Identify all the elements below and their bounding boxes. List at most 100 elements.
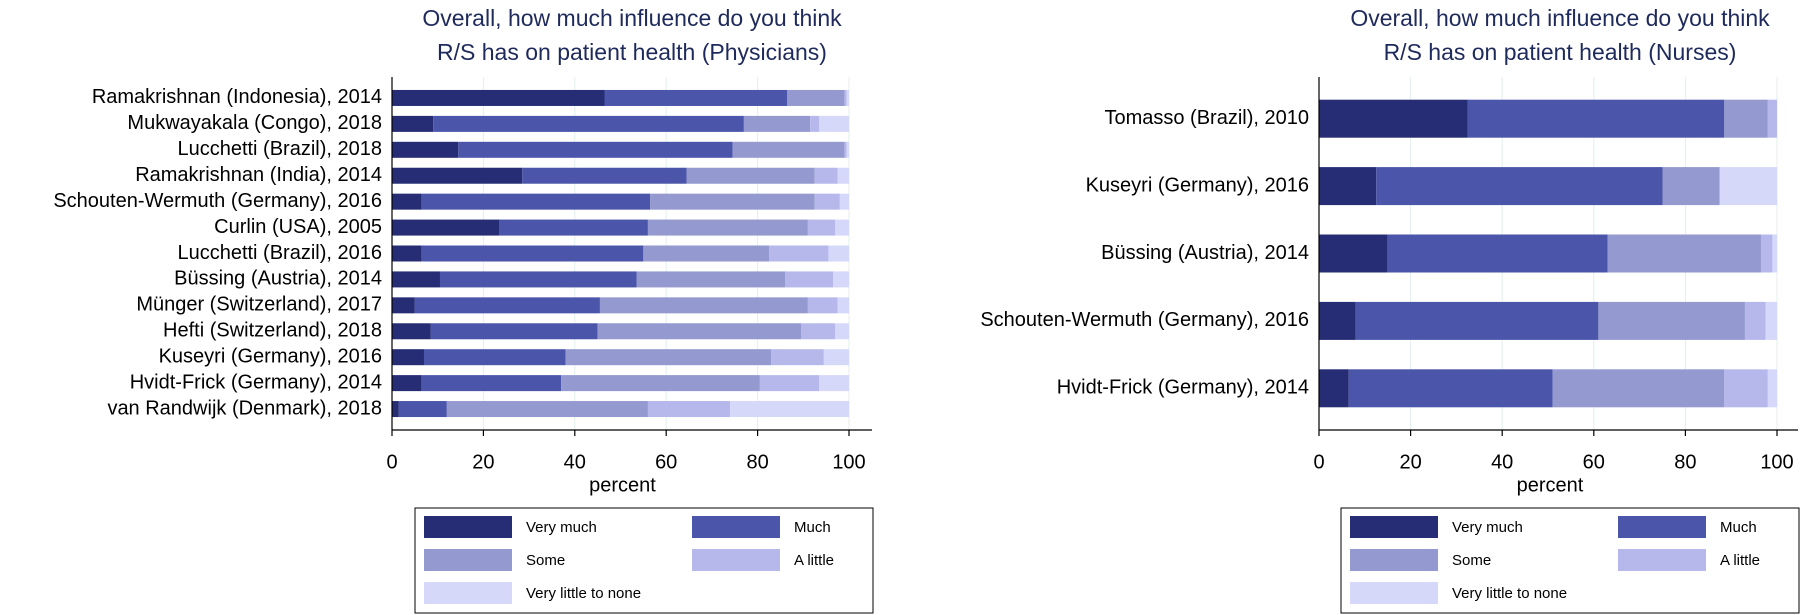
bar-segment xyxy=(392,167,523,184)
legend-label: A little xyxy=(794,552,834,569)
bar-segment xyxy=(1319,301,1356,340)
legend-swatch xyxy=(692,516,780,538)
bar-segment xyxy=(1319,99,1468,138)
bar-segment xyxy=(433,115,744,132)
legend-swatch xyxy=(1618,549,1706,571)
x-tick-label: 0 xyxy=(1313,451,1324,473)
bar-segment xyxy=(392,89,605,106)
bar-segment xyxy=(686,167,815,184)
bar-segment xyxy=(828,245,849,262)
bar-segment xyxy=(647,219,808,236)
bar-segment xyxy=(439,271,637,288)
legend-label: Much xyxy=(794,519,831,536)
category-label: Hvidt-Frick (Germany), 2014 xyxy=(1057,377,1309,399)
category-label: Schouten-Wermuth (Germany), 2016 xyxy=(53,190,382,212)
bar-segment xyxy=(446,401,648,418)
bar-segment xyxy=(819,375,849,392)
legend-swatch xyxy=(1350,582,1438,604)
category-label: Lucchetti (Brazil), 2018 xyxy=(177,138,382,160)
bar-segment xyxy=(787,89,845,106)
bar-segment xyxy=(1376,167,1663,206)
bar-segment xyxy=(819,115,849,132)
category-label: Ramakrishnan (India), 2014 xyxy=(135,164,382,186)
category-label: Münger (Switzerland), 2017 xyxy=(136,294,382,316)
bar-segment xyxy=(1552,369,1725,408)
bar-segment xyxy=(392,245,422,262)
category-label: Schouten-Wermuth (Germany), 2016 xyxy=(980,309,1309,331)
chart-title-line: R/S has on patient health (Nurses) xyxy=(1384,39,1737,65)
x-tick-label: 80 xyxy=(746,451,768,473)
category-label: van Randwijk (Denmark), 2018 xyxy=(107,397,382,419)
bar-segment xyxy=(561,375,760,392)
bar-segment xyxy=(807,297,838,314)
legend-label: Very much xyxy=(526,519,597,536)
x-axis-label: percent xyxy=(1517,474,1584,496)
legend-label: Very little to none xyxy=(1452,585,1567,602)
x-tick-label: 20 xyxy=(1399,451,1421,473)
bar-segment xyxy=(604,89,788,106)
bar-segment xyxy=(814,193,840,210)
bar-segment xyxy=(844,141,847,158)
bar-segment xyxy=(1348,369,1553,408)
bar-segment xyxy=(421,375,562,392)
category-label: Mukwayakala (Congo), 2018 xyxy=(127,112,382,134)
bar-segment xyxy=(771,349,824,366)
category-label: Curlin (USA), 2005 xyxy=(214,216,382,238)
bar-segment xyxy=(421,245,644,262)
bar-segment xyxy=(846,141,849,158)
legend-swatch xyxy=(692,549,780,571)
category-label: Kuseyri (Germany), 2016 xyxy=(1086,174,1309,196)
bar-segment xyxy=(636,271,786,288)
x-tick-label: 80 xyxy=(1674,451,1696,473)
bar-segment xyxy=(650,193,815,210)
bar-segment xyxy=(743,115,811,132)
bar-segment xyxy=(430,323,598,340)
bar-segment xyxy=(398,401,447,418)
bar-segment xyxy=(423,349,566,366)
bar-segment xyxy=(392,193,422,210)
bar-segment xyxy=(1387,234,1608,273)
bar-segment xyxy=(833,271,849,288)
bar-segment xyxy=(844,89,847,106)
bar-segment xyxy=(810,115,820,132)
bar-segment xyxy=(392,271,440,288)
bar-segment xyxy=(1607,234,1761,273)
bar-segment xyxy=(1719,167,1777,206)
x-axis-label: percent xyxy=(589,474,656,496)
bar-segment xyxy=(839,193,849,210)
category-label: Lucchetti (Brazil), 2016 xyxy=(177,242,382,264)
legend-label: Very much xyxy=(1452,519,1523,536)
bar-segment xyxy=(392,141,459,158)
x-tick-label: 100 xyxy=(1760,451,1793,473)
bar-segment xyxy=(1772,234,1777,273)
chart-title-line: R/S has on patient health (Physicians) xyxy=(437,39,827,65)
bar-segment xyxy=(1662,167,1720,206)
bar-segment xyxy=(1319,369,1349,408)
bar-segment xyxy=(414,297,600,314)
bar-segment xyxy=(801,323,836,340)
x-tick-label: 0 xyxy=(386,451,397,473)
category-label: Tomasso (Brazil), 2010 xyxy=(1104,107,1309,129)
x-tick-label: 100 xyxy=(832,451,865,473)
bar-segment xyxy=(1765,301,1777,340)
bar-segment xyxy=(499,219,648,236)
bar-segment xyxy=(1724,99,1768,138)
bar-segment xyxy=(643,245,770,262)
bar-segment xyxy=(1467,99,1725,138)
bar-segment xyxy=(599,297,808,314)
bar-segment xyxy=(1355,301,1599,340)
legend-label: Some xyxy=(1452,552,1491,569)
legend-label: Much xyxy=(1720,519,1757,536)
bar-segment xyxy=(392,219,500,236)
legend-swatch xyxy=(424,516,512,538)
chart-title-line: Overall, how much influence do you think xyxy=(422,5,842,31)
bar-segment xyxy=(785,271,834,288)
bar-segment xyxy=(597,323,802,340)
bar-segment xyxy=(392,115,434,132)
category-label: Ramakrishnan (Indonesia), 2014 xyxy=(92,86,382,108)
x-tick-label: 20 xyxy=(472,451,494,473)
bar-segment xyxy=(647,401,731,418)
legend-label: Some xyxy=(526,552,565,569)
bar-segment xyxy=(807,219,836,236)
